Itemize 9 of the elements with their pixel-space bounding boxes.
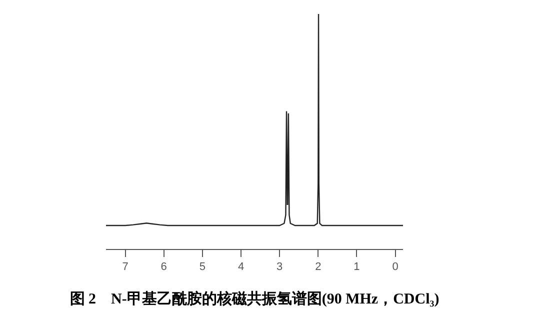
- text: 图 2 N-甲基乙酰胺的核磁共振氢谱图(90 MHz，CDCl₃): [70, 289, 440, 308]
- x-tick-label: 0: [392, 261, 398, 274]
- x-tick-label: 2: [315, 261, 322, 274]
- x-tick-label: 1: [354, 261, 360, 274]
- x-tick-label: 5: [199, 261, 206, 274]
- x-tick-label: 6: [160, 261, 167, 274]
- x-tick-label: 7: [122, 261, 128, 274]
- x-tick-label: 4: [238, 261, 244, 274]
- x-tick-label: 3: [276, 261, 283, 274]
